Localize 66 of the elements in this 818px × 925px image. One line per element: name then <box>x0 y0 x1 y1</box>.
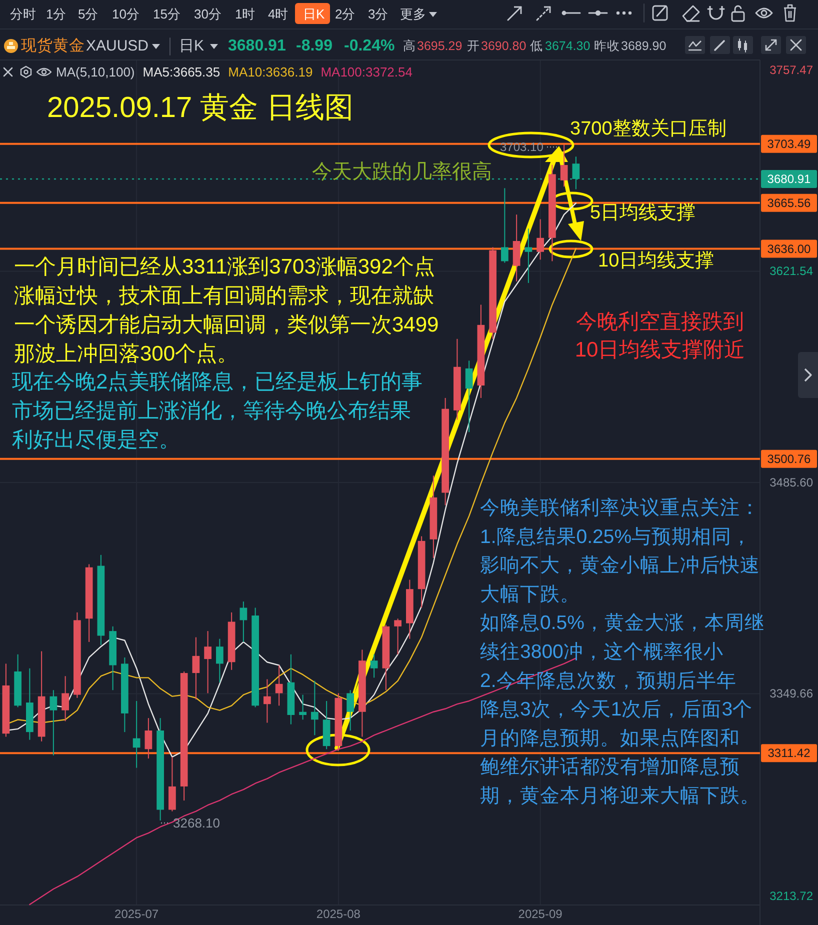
annotation: 3700整数关口压制 <box>570 118 726 140</box>
text: 4时 <box>268 6 288 22</box>
y-tick-label: 3349.66 <box>770 686 814 701</box>
annotation: 鲍维尔讲话都没有增加降息预 <box>480 756 740 778</box>
annotation: 现在今晚2点美联储降息，已经是板上钉的事 <box>12 370 423 394</box>
text: 低 <box>530 39 543 53</box>
text: -8.99 <box>296 38 333 54</box>
text: 3695.29 <box>417 39 462 53</box>
text: 1时 <box>235 6 256 22</box>
annotation: 大幅下跌。 <box>480 583 580 606</box>
annotation: 如降息0.5%，黄金大涨，本周继 <box>480 612 764 634</box>
text: 3689.90 <box>621 39 666 53</box>
text: 更多 <box>400 6 426 22</box>
annotation: 今天大跌的几率很高 <box>312 160 492 183</box>
annotation: 续往3800冲，这个概率很小 <box>480 641 724 663</box>
annotation: 10日均线支撑 <box>598 250 714 272</box>
text: 日K <box>179 38 204 54</box>
text: 3690.80 <box>481 39 526 53</box>
price-tag: 3500.76 <box>761 450 817 468</box>
text: 3680.91 <box>228 38 286 54</box>
price-tag: 3311.42 <box>761 744 817 762</box>
annotation: 月的降息预期。如果点阵图和 <box>480 727 740 750</box>
text: 2025.09.17 黄金 日线图 <box>47 92 354 124</box>
annotation: 市场已经提前上涨消化，等待今晚公布结果 <box>12 400 411 422</box>
text: 2分 <box>335 6 356 22</box>
text: XAUUSD <box>86 38 149 54</box>
text: 高 <box>403 38 416 53</box>
text: 3674.30 <box>545 39 590 53</box>
text: 昨收 <box>594 39 620 53</box>
text: 30分 <box>194 6 222 22</box>
x-tick-label: 2025-07 <box>114 907 159 921</box>
chart-subtitle: 现货黄金 <box>21 36 85 54</box>
price-tag: 3665.56 <box>761 194 817 212</box>
annotation: 利好出尽便是空。 <box>12 428 180 452</box>
price-tag: 3636.00 <box>761 240 817 258</box>
annotation: 一个月时间已经从3311涨到3703涨幅392个点 <box>14 256 435 278</box>
x-tick-label: 2025-09 <box>518 907 563 921</box>
text: 3分 <box>368 6 388 22</box>
annotation: 降息3次，今天1次后，后面3个 <box>480 698 753 721</box>
annotation: 涨幅过快，技术面上有回调的需求，现在就缺 <box>14 284 434 308</box>
y-tick-label: 3621.54 <box>770 264 814 278</box>
annotation: 期，黄金本月将迎来大幅下跌。 <box>480 785 760 807</box>
y-tick-label: 3757.47 <box>770 63 814 77</box>
text: 1分 <box>46 6 66 22</box>
text: -0.24% <box>344 38 395 54</box>
text: 日K <box>303 6 325 22</box>
annotation: 影响不大，黄金小幅上冲后快速 <box>480 554 760 577</box>
annotation: 10日均线支撑附近 <box>574 338 746 362</box>
price-tag: 3703.49 <box>761 134 817 153</box>
annotation: 一个诱因才能启动大幅回调，类似第一次3499 <box>14 314 439 336</box>
annotation: 5日均线支撑 <box>590 202 696 224</box>
x-tick-label: 2025-08 <box>316 907 361 921</box>
annotation: 今晚美联储利率决议重点关注： <box>480 496 760 519</box>
annotation: 3268.10 <box>173 816 220 830</box>
y-tick-label: 3213.72 <box>770 889 814 903</box>
text: 5分 <box>78 6 98 22</box>
y-tick-label: 3485.60 <box>770 475 814 490</box>
text: 开 <box>467 39 480 53</box>
annotation: 1.降息结果0.25%与预期相同， <box>480 526 752 548</box>
annotation: 今晚利空直接跌到 <box>576 310 744 334</box>
text: 分时 <box>10 6 36 22</box>
text: 10分 <box>112 6 140 22</box>
legend: MA(5,10,100) MA5:3665.35 MA10:3636.19 MA100:3372.54 <box>56 64 412 80</box>
annotation: 那波上冲回落300个点。 <box>14 342 238 366</box>
price-tag: 3680.91 <box>761 170 817 188</box>
text: 15分 <box>153 6 180 22</box>
